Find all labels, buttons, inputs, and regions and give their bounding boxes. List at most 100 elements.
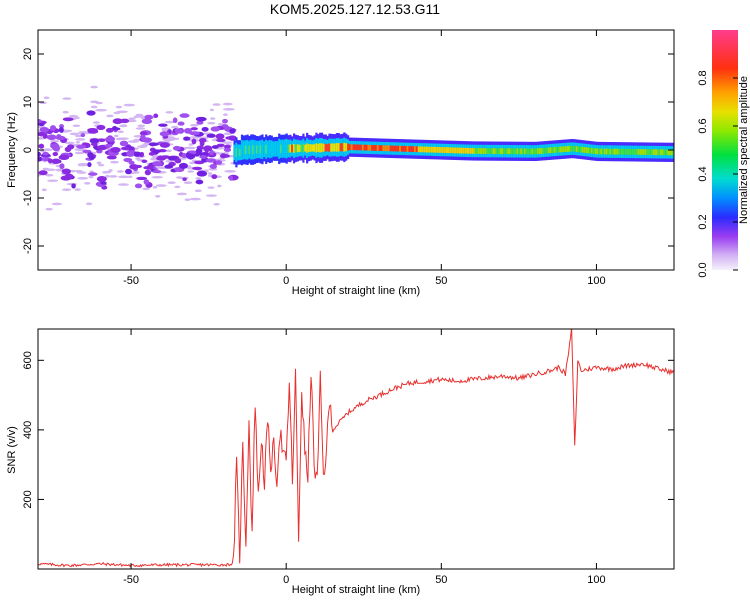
- spectrogram-blob: [172, 145, 181, 151]
- spectrogram-band-core: [548, 147, 551, 154]
- spectrogram-blob: [90, 142, 98, 147]
- spectrogram-band-core: [317, 143, 320, 152]
- spectrogram-band-core: [477, 148, 480, 154]
- spectrogram-blob: [141, 118, 153, 125]
- spectrogram-band-core: [266, 145, 270, 154]
- spectrogram-band-core: [434, 146, 437, 153]
- spectrogram-speckle: [128, 175, 133, 179]
- spectrogram-band-core: [330, 143, 333, 152]
- spectrogram-band-core: [428, 146, 432, 153]
- snr-xtick-label: 50: [435, 574, 447, 586]
- spectrogram-band-core: [356, 144, 359, 151]
- spectrogram-speckle: [189, 123, 199, 127]
- spectrogram-blob: [187, 154, 194, 160]
- spectrogram-speckle: [133, 134, 143, 138]
- spectrogram-band-core: [514, 148, 517, 155]
- spectrogram-blob: [76, 144, 87, 149]
- snr-xtick-label: -50: [123, 574, 139, 586]
- spectrogram-band-core: [512, 148, 515, 155]
- spectrogram-speckle: [68, 114, 78, 118]
- spectrogram-band-core: [391, 145, 394, 152]
- spectrogram-band-core: [293, 143, 296, 153]
- spectrogram-speckle: [223, 113, 228, 116]
- spectrogram-band-core: [620, 148, 623, 155]
- spectrogram-blob: [42, 151, 49, 156]
- spectrogram-speckle: [74, 148, 84, 151]
- spectrogram-speckle: [165, 159, 173, 163]
- spectrogram-band-core: [456, 147, 460, 154]
- spectrogram-band-core: [505, 148, 508, 155]
- spectrogram-band-core: [618, 148, 621, 155]
- spectrogram-speckle: [64, 141, 75, 145]
- spectrogram-speckle: [135, 127, 146, 130]
- spectrogram-blob: [62, 117, 74, 122]
- spectrogram-band-core: [598, 148, 601, 155]
- spectrogram-blob: [152, 161, 163, 167]
- spectrogram-band-core: [536, 148, 540, 155]
- spectrogram-speckle: [51, 202, 63, 206]
- spectrogram-speckle: [128, 117, 136, 121]
- spectrogram-speckle: [41, 188, 47, 192]
- spectrogram-band-core: [423, 146, 426, 153]
- spectrogram-speckle: [43, 96, 50, 100]
- spectrogram-blob: [133, 151, 142, 157]
- spectrogram-band-core: [248, 145, 251, 154]
- spectrogram-band-core: [397, 145, 400, 152]
- spectrogram-band-core: [626, 148, 629, 155]
- spectrogram-blob: [87, 129, 99, 134]
- spectrogram-blob: [51, 158, 61, 164]
- spectrogram-speckle: [103, 170, 112, 174]
- spectrogram-speckle: [114, 134, 119, 138]
- spectrogram-blob: [210, 126, 221, 132]
- spectrogram-speckle: [95, 108, 108, 112]
- spectrogram-blob: [38, 122, 45, 127]
- spectrogram-blob: [225, 136, 235, 140]
- spectrogram-speckle: [184, 198, 191, 201]
- spectrogram-speckle: [150, 157, 156, 160]
- spectrogram-band-core: [659, 149, 662, 156]
- spectrogram-speckle: [116, 110, 129, 114]
- spectrogram-speckle: [207, 186, 215, 189]
- spectrogram-band-core: [657, 149, 661, 156]
- spectrogram-speckle: [165, 111, 174, 114]
- spectrogram-blob: [120, 146, 132, 151]
- spectrogram-blob: [38, 156, 43, 162]
- spectrogram-band-core: [672, 149, 674, 156]
- spectrogram-band-core: [559, 146, 562, 153]
- spectrogram-speckle: [135, 157, 141, 160]
- spectrogram-band-core: [527, 148, 530, 155]
- spectrogram-band-core: [347, 143, 350, 151]
- spectrogram-blob: [190, 127, 198, 131]
- spectrogram-speckle: [210, 117, 216, 120]
- spectrogram-speckle: [118, 175, 130, 179]
- spectrogram-speckle: [167, 181, 176, 185]
- spectrogram-band-core: [432, 146, 435, 153]
- spectrogram-band-core: [538, 148, 541, 154]
- spectrogram-speckle: [74, 188, 81, 191]
- spectrogram-blob: [152, 169, 162, 174]
- spectrogram-blob: [192, 166, 203, 171]
- spectrogram-speckle: [174, 185, 181, 189]
- spectrogram-blob: [199, 155, 208, 159]
- spectrogram-band-core: [233, 148, 236, 156]
- spectrogram-band-core: [339, 143, 342, 152]
- spectrogram-blob: [139, 131, 148, 136]
- spec-ytick-label: 10: [22, 96, 34, 108]
- spectrogram-speckle: [189, 161, 196, 165]
- spectrogram-band-core: [387, 145, 391, 152]
- spectrogram-blob: [144, 169, 152, 176]
- spectrogram-speckle: [189, 136, 202, 139]
- spectrogram-blob: [189, 131, 200, 136]
- spectrogram-blob: [182, 177, 187, 182]
- spectrogram-blob: [86, 110, 96, 116]
- spectrogram-band-core: [380, 145, 383, 151]
- spectrogram-band-core: [613, 148, 616, 155]
- spectrogram-speckle: [45, 168, 56, 172]
- spec-xtick-label: 100: [587, 275, 605, 287]
- spectrogram-blob: [209, 163, 218, 169]
- spectrogram-band-core: [378, 145, 381, 151]
- spectrogram-speckle: [72, 124, 81, 128]
- spectrogram-band-core: [642, 149, 646, 155]
- spec-xtick-label: 50: [435, 275, 447, 287]
- spectrogram-band-core: [542, 147, 545, 154]
